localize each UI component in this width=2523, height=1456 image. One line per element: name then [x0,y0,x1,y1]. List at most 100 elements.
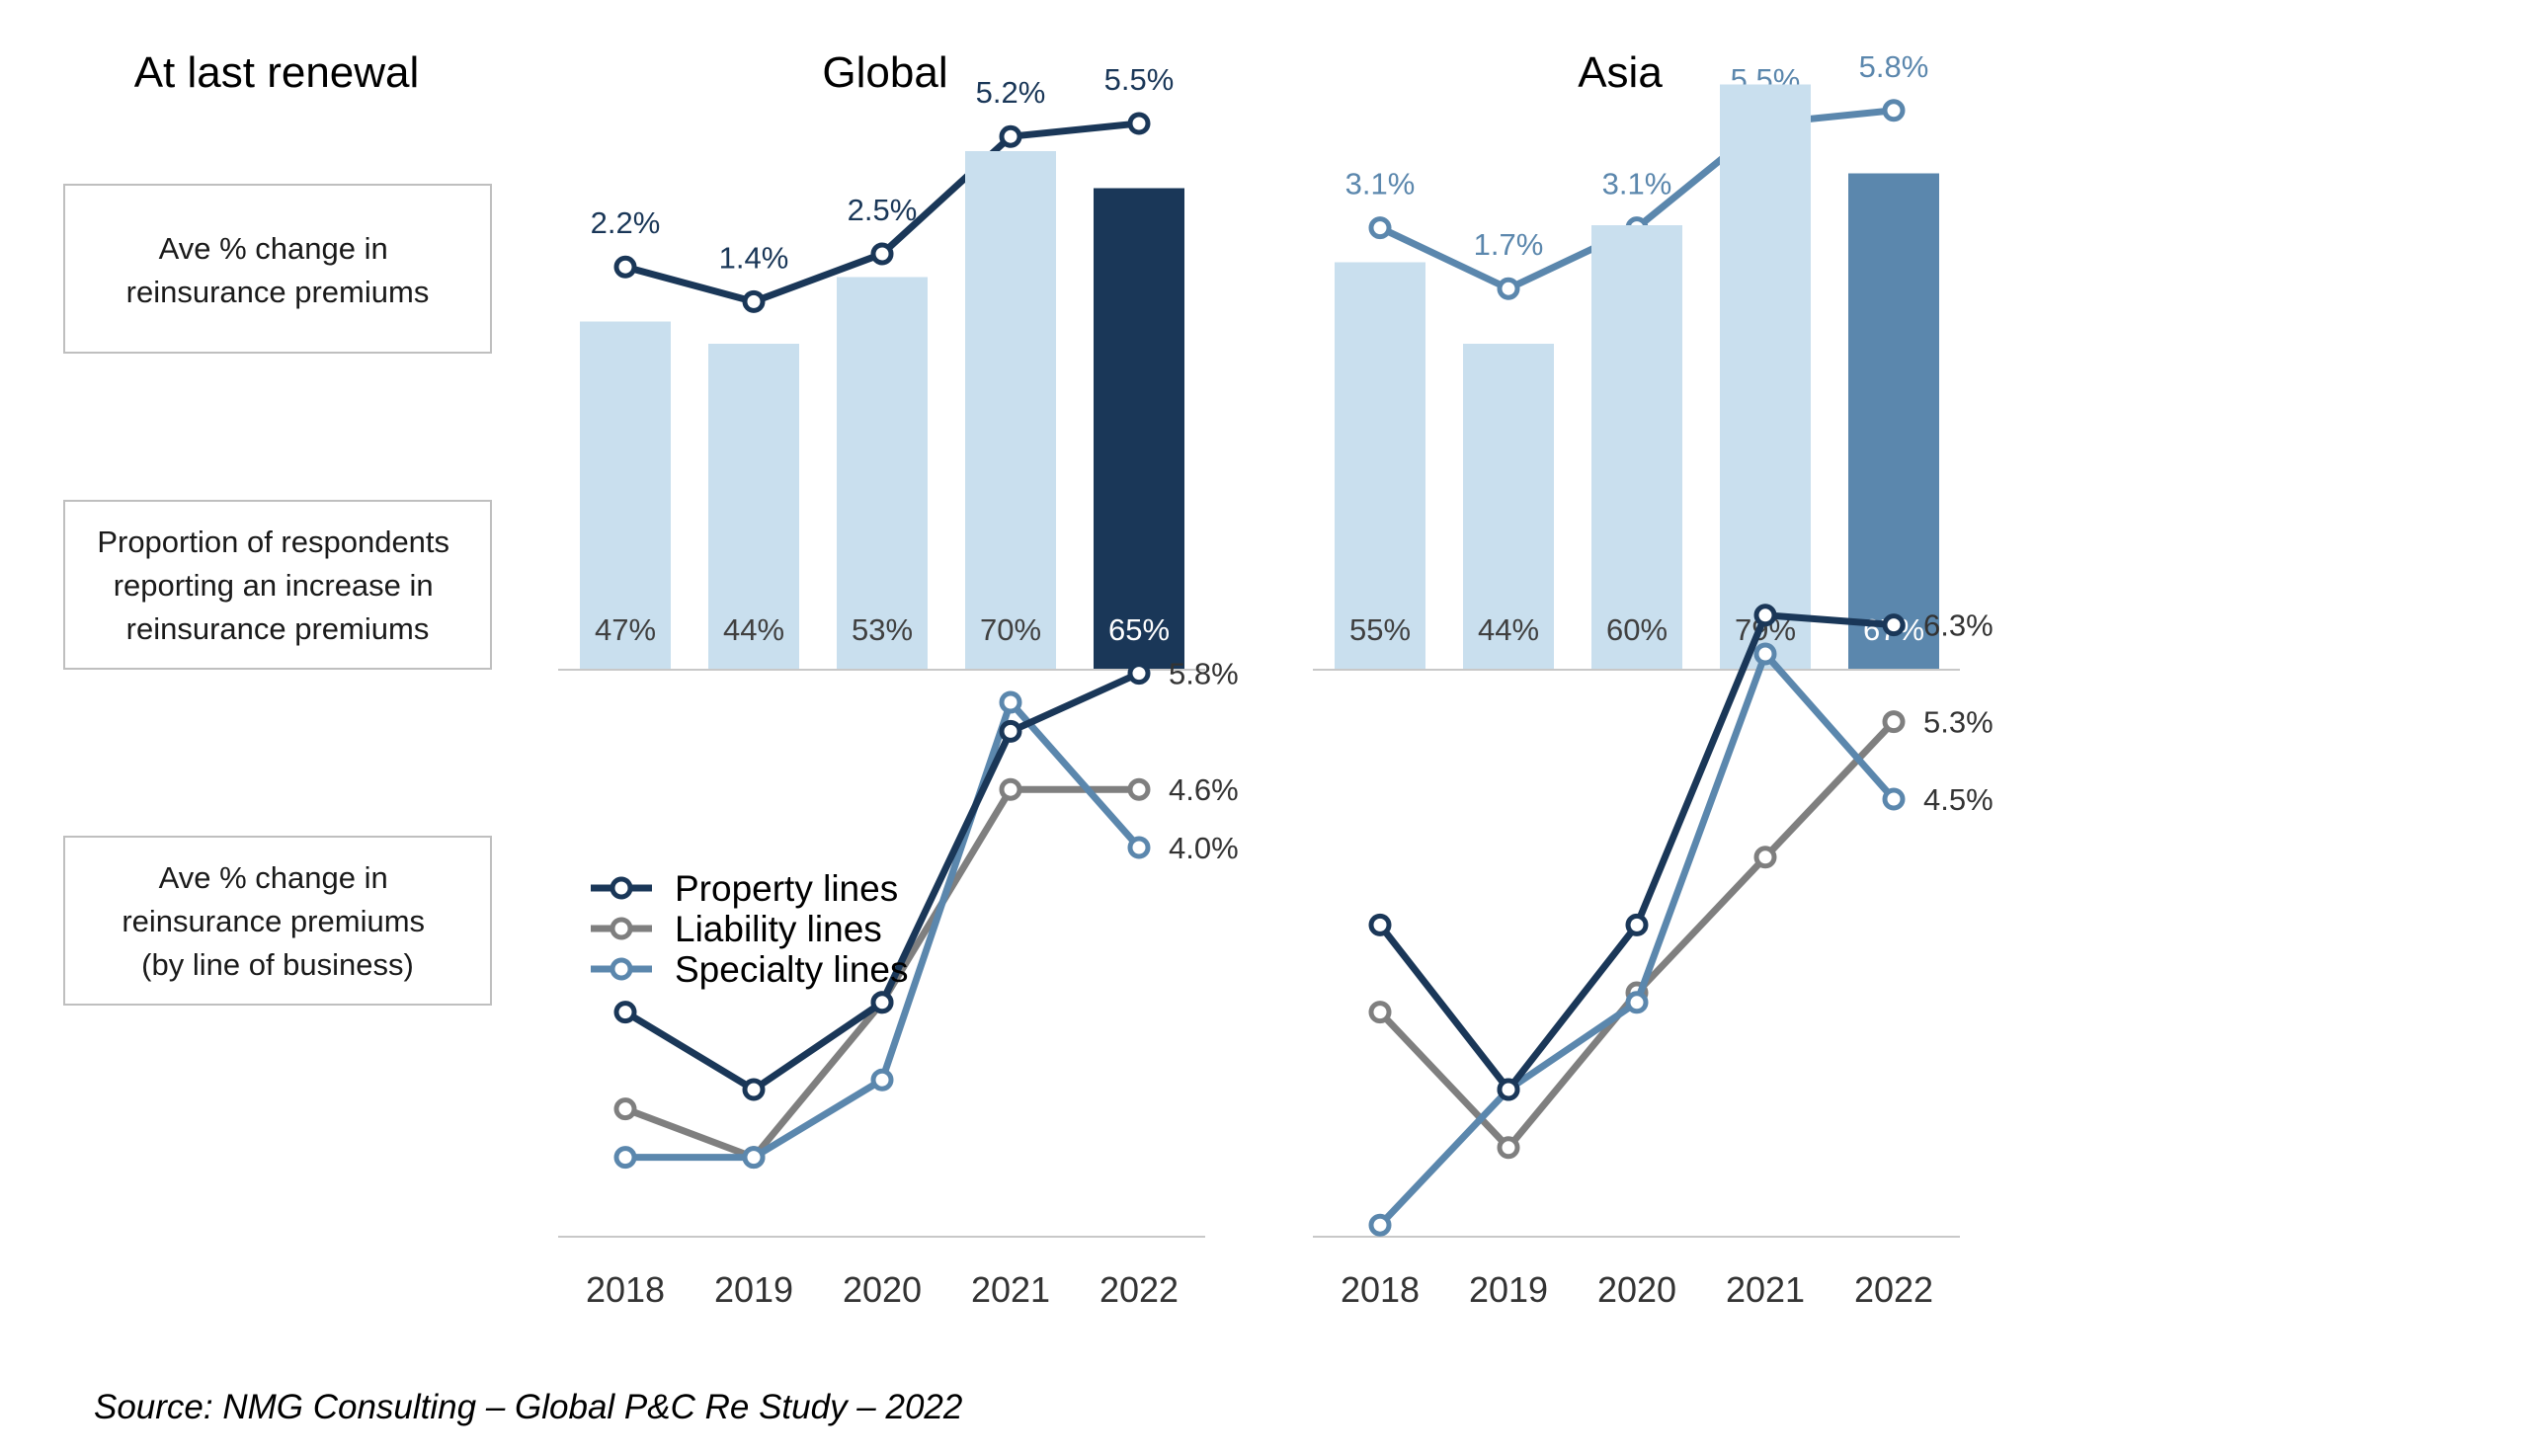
row-label-3-line-1: Ave % change in [159,860,388,895]
charts-layer: 2.2%1.4%2.5%5.2% 5.5%3.1%1.7%3.1%5.5% 5.8%… [558,49,1994,1310]
bar-label-asia-2018: 55% [1349,612,1411,647]
lob-point-asia-property-2019 [1497,1078,1520,1101]
lob-point-asia-liability-2022 [1882,710,1906,734]
row-label-box-2: Proportion of respondents reporting an i… [63,500,492,670]
bar-label-global-2020: 53% [852,612,913,647]
panel-title-asia: Asia [1578,48,1663,97]
lob-point-global-property-2020 [870,991,894,1014]
legend-label-liability: Liability lines [675,909,882,949]
summary-point-asia-2018 [1368,216,1392,240]
x-tick-global-2022: 2022 [1099,1269,1179,1310]
lob-point-asia-liability-2019 [1497,1136,1520,1160]
summary-point-global-2022 [1127,112,1151,135]
legend-item-liability: Liability lines [591,909,882,949]
bar-label-asia-2020: 60% [1606,612,1668,647]
bar-global-2018 [580,321,671,670]
lob-point-asia-specialty-2022 [1882,787,1906,811]
lob-point-global-liability-2021 [999,777,1022,801]
lob-point-asia-specialty-2020 [1625,991,1649,1014]
bar-label-global-2022: 65% [1108,612,1170,647]
summary-label-global-2019: 1.4% [719,240,789,275]
bar-asia-2021 [1720,84,1811,670]
bar-label-asia-2019: 44% [1478,612,1539,647]
x-tick-global-2020: 2020 [843,1269,922,1310]
lob-point-global-liability-2022 [1127,777,1151,801]
bar-asia-2020 [1591,225,1682,670]
lob-point-global-liability-2018 [613,1097,637,1121]
x-tick-asia-2019: 2019 [1469,1269,1548,1310]
row-label-2-line-3: reinsurance premiums [126,611,430,646]
legend-marker-liability [610,917,633,940]
source-note: Source: NMG Consulting – Global P&C Re S… [94,1388,962,1426]
bar-asia-2022 [1848,173,1939,670]
lob-point-asia-liability-2018 [1368,1001,1392,1024]
lob-point-asia-specialty-2018 [1368,1213,1392,1237]
lob-point-global-specialty-2019 [742,1146,766,1170]
lob-point-global-specialty-2018 [613,1146,637,1170]
summary-point-global-2020 [870,242,894,266]
bar-label-global-2019: 44% [723,612,784,647]
row-label-2-line-1: Proportion of respondents [97,525,449,559]
summary-point-global-2018 [613,255,637,279]
summary-point-asia-2022 [1882,99,1906,122]
row-header-title: At last renewal [134,48,420,97]
lob-point-global-property-2019 [742,1078,766,1101]
summary-label-global-2021: 5.2% [976,75,1046,110]
x-tick-global-2019: 2019 [714,1269,793,1310]
lob-end-label-global-specialty: 4.0% [1169,831,1239,865]
summary-point-global-2021 [999,124,1022,148]
legend: Property lines Liability lines Specialty… [591,868,909,990]
lob-point-asia-liability-2021 [1753,846,1777,869]
row-label-3-line-2: reinsurance premiums [122,904,425,938]
bar-label-global-2021: 70% [980,612,1041,647]
svg-text:Proportion of respondents: Proportion of respondents reporting an i… [97,525,457,646]
row-label-3-line-3: (by line of business) [141,947,414,982]
lob-point-global-property-2022 [1127,662,1151,686]
summary-label-global-2018: 2.2% [591,205,661,240]
lob-point-global-property-2018 [613,1001,637,1024]
legend-marker-property [610,876,633,900]
lob-point-global-specialty-2022 [1127,836,1151,859]
summary-label-asia-2018: 3.1% [1345,167,1416,202]
bar-asia-2019 [1463,344,1554,670]
summary-label-global-2022: 5.5% [1104,62,1175,97]
row-label-1-line-1: Ave % change in [159,231,388,266]
summary-label-asia-2022: 5.8% [1859,49,1929,84]
legend-item-specialty: Specialty lines [591,949,909,990]
bar-label-global-2018: 47% [595,612,656,647]
row-label-1-line-2: reinsurance premiums [126,275,430,309]
panel-title-global: Global [822,48,947,97]
x-tick-asia-2018: 2018 [1341,1269,1420,1310]
bar-global-2019 [708,344,799,670]
legend-marker-specialty [610,957,633,981]
lob-end-label-global-liability: 4.6% [1169,772,1239,807]
lob-point-asia-property-2021 [1753,604,1777,627]
lob-end-label-asia-liability: 5.3% [1923,705,1994,740]
legend-label-specialty: Specialty lines [675,949,909,990]
lob-point-asia-property-2020 [1625,913,1649,936]
lob-point-asia-property-2022 [1882,613,1906,637]
lob-point-global-specialty-2020 [870,1068,894,1092]
lob-point-asia-property-2018 [1368,913,1392,936]
lob-line-asia-property [1377,611,1895,1093]
x-tick-asia-2021: 2021 [1726,1269,1805,1310]
summary-point-asia-2019 [1497,277,1520,300]
legend-label-property: Property lines [675,868,898,909]
row-label-2-line-2: reporting an increase in [114,568,434,603]
lob-end-label-asia-specialty: 4.5% [1923,782,1994,817]
legend-item-property: Property lines [591,868,898,909]
x-tick-global-2018: 2018 [586,1269,665,1310]
lob-point-global-property-2021 [999,719,1022,743]
row-label-box-3: Ave % change in reinsurance premiums (by… [63,836,492,1006]
bar-asia-2018 [1335,262,1425,670]
row-label-box-1: Ave % change in reinsurance premiums [63,184,492,354]
summary-label-asia-2020: 3.1% [1602,167,1672,202]
summary-point-global-2019 [742,289,766,313]
lob-point-asia-specialty-2021 [1753,642,1777,666]
svg-text:Ave % change in reinsura: Ave % change in reinsurance premiums (by… [122,860,433,982]
lob-line-asia-specialty [1377,650,1897,1228]
lob-point-global-specialty-2021 [999,690,1022,714]
summary-label-asia-2019: 1.7% [1474,227,1544,262]
x-tick-asia-2020: 2020 [1597,1269,1676,1310]
